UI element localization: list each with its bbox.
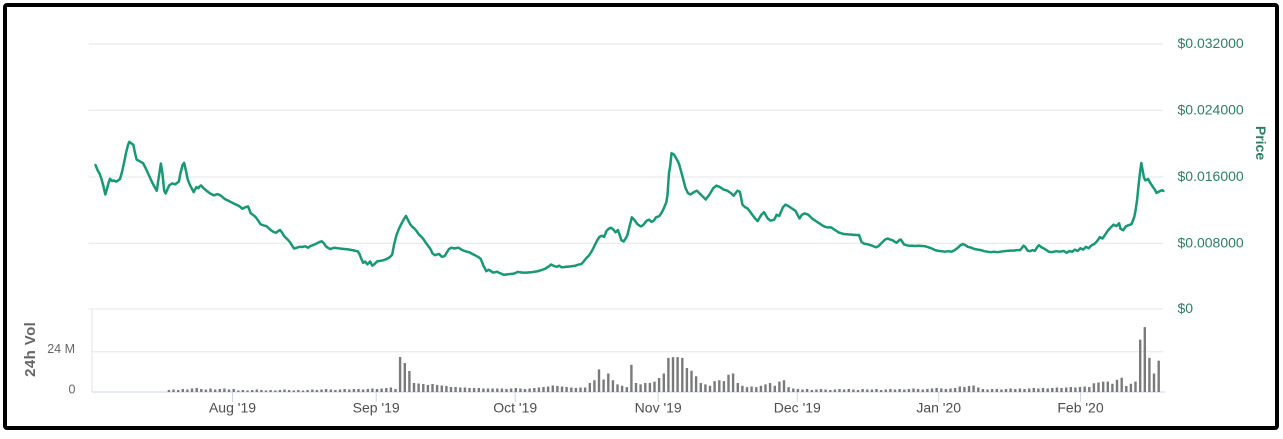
svg-text:$0.016000: $0.016000 <box>1178 168 1244 184</box>
svg-text:$0: $0 <box>1178 300 1194 316</box>
svg-text:0: 0 <box>69 383 76 397</box>
svg-text:Oct '19: Oct '19 <box>493 399 537 415</box>
svg-text:$0.032000: $0.032000 <box>1178 35 1244 51</box>
svg-text:Jan '20: Jan '20 <box>916 399 961 415</box>
svg-text:Dec '19: Dec '19 <box>774 399 821 415</box>
svg-text:Nov '19: Nov '19 <box>635 399 682 415</box>
svg-text:$0.024000: $0.024000 <box>1178 101 1244 117</box>
svg-text:24h Vol: 24h Vol <box>22 322 39 377</box>
svg-text:Price: Price <box>1253 126 1269 160</box>
svg-text:$0.008000: $0.008000 <box>1178 234 1244 250</box>
svg-text:Feb '20: Feb '20 <box>1057 399 1103 415</box>
svg-text:Sep '19: Sep '19 <box>353 399 400 415</box>
svg-text:24 M: 24 M <box>47 342 75 356</box>
svg-text:Aug '19: Aug '19 <box>209 399 256 415</box>
